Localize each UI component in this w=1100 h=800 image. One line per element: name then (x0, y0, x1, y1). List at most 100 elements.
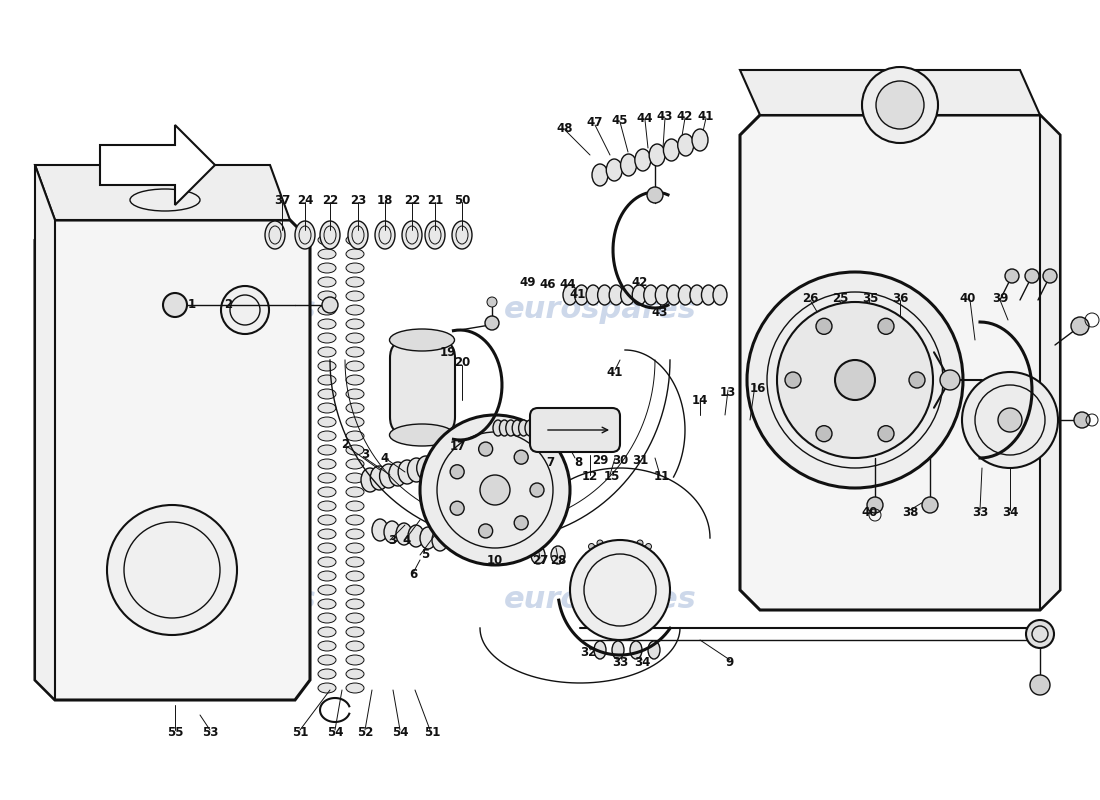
Ellipse shape (346, 683, 364, 693)
Ellipse shape (318, 613, 336, 623)
Ellipse shape (692, 129, 708, 151)
Ellipse shape (525, 420, 535, 436)
Circle shape (610, 545, 630, 565)
Ellipse shape (346, 333, 364, 343)
Circle shape (998, 408, 1022, 432)
Ellipse shape (432, 529, 448, 551)
Circle shape (485, 316, 499, 330)
Text: 46: 46 (540, 278, 557, 291)
Circle shape (876, 81, 924, 129)
Text: 48: 48 (557, 122, 573, 134)
Text: 54: 54 (392, 726, 408, 738)
Ellipse shape (348, 221, 369, 249)
Circle shape (878, 318, 894, 334)
Polygon shape (1040, 115, 1060, 610)
Ellipse shape (632, 285, 646, 305)
Circle shape (1074, 412, 1090, 428)
Circle shape (922, 497, 938, 513)
Circle shape (835, 360, 874, 400)
Text: 42: 42 (631, 277, 648, 290)
Text: 43: 43 (652, 306, 668, 318)
Ellipse shape (318, 585, 336, 595)
Circle shape (322, 297, 338, 313)
Ellipse shape (346, 473, 364, 483)
Text: 40: 40 (861, 506, 878, 518)
Ellipse shape (371, 466, 388, 490)
Circle shape (605, 561, 612, 566)
Text: 6: 6 (409, 569, 417, 582)
Ellipse shape (318, 459, 336, 469)
Ellipse shape (346, 291, 364, 301)
Ellipse shape (597, 285, 612, 305)
Ellipse shape (396, 523, 412, 545)
Text: 43: 43 (657, 110, 673, 122)
Circle shape (862, 67, 938, 143)
Ellipse shape (346, 375, 364, 385)
Ellipse shape (361, 468, 379, 492)
Ellipse shape (594, 641, 606, 659)
Ellipse shape (346, 585, 364, 595)
Ellipse shape (690, 285, 704, 305)
Ellipse shape (420, 527, 436, 549)
Circle shape (514, 516, 528, 530)
Circle shape (617, 564, 623, 570)
Text: 9: 9 (726, 655, 734, 669)
Ellipse shape (402, 221, 422, 249)
Text: eurospares: eurospares (504, 295, 696, 325)
Polygon shape (35, 220, 310, 700)
Text: 41: 41 (697, 110, 714, 122)
Text: 3: 3 (361, 449, 370, 462)
Ellipse shape (379, 464, 397, 488)
Ellipse shape (702, 285, 715, 305)
Ellipse shape (318, 557, 336, 567)
Ellipse shape (318, 487, 336, 497)
Text: 33: 33 (972, 506, 988, 518)
Text: 42: 42 (676, 110, 693, 122)
Ellipse shape (346, 235, 364, 245)
Ellipse shape (417, 456, 434, 480)
Circle shape (940, 370, 960, 390)
Ellipse shape (389, 462, 407, 486)
Circle shape (605, 543, 612, 550)
Ellipse shape (499, 420, 509, 436)
Ellipse shape (318, 599, 336, 609)
Polygon shape (35, 165, 55, 700)
Ellipse shape (346, 599, 364, 609)
Ellipse shape (346, 571, 364, 581)
Ellipse shape (678, 134, 694, 156)
Text: 37: 37 (274, 194, 290, 206)
Circle shape (747, 272, 962, 488)
Ellipse shape (372, 519, 388, 541)
Ellipse shape (318, 347, 336, 357)
Ellipse shape (346, 543, 364, 553)
Text: 22: 22 (322, 194, 338, 206)
Text: 40: 40 (960, 291, 976, 305)
Text: 18: 18 (377, 194, 393, 206)
Ellipse shape (452, 221, 472, 249)
Circle shape (420, 415, 570, 565)
Ellipse shape (346, 487, 364, 497)
Text: 25: 25 (832, 291, 848, 305)
Circle shape (646, 561, 651, 566)
Ellipse shape (644, 285, 658, 305)
Text: 13: 13 (719, 386, 736, 398)
Text: eurospares: eurospares (123, 295, 317, 325)
Text: 2: 2 (224, 298, 232, 311)
Text: 4: 4 (403, 534, 411, 546)
Ellipse shape (551, 546, 565, 564)
Circle shape (777, 302, 933, 458)
Ellipse shape (346, 319, 364, 329)
Text: 41: 41 (570, 289, 586, 302)
Ellipse shape (346, 655, 364, 665)
Ellipse shape (389, 329, 454, 351)
Circle shape (785, 372, 801, 388)
Circle shape (628, 543, 635, 550)
Ellipse shape (318, 641, 336, 651)
Ellipse shape (346, 445, 364, 455)
Text: 5: 5 (421, 549, 429, 562)
Ellipse shape (612, 641, 624, 659)
Circle shape (625, 552, 631, 558)
Text: 35: 35 (861, 291, 878, 305)
Ellipse shape (318, 571, 336, 581)
Circle shape (1030, 675, 1050, 695)
